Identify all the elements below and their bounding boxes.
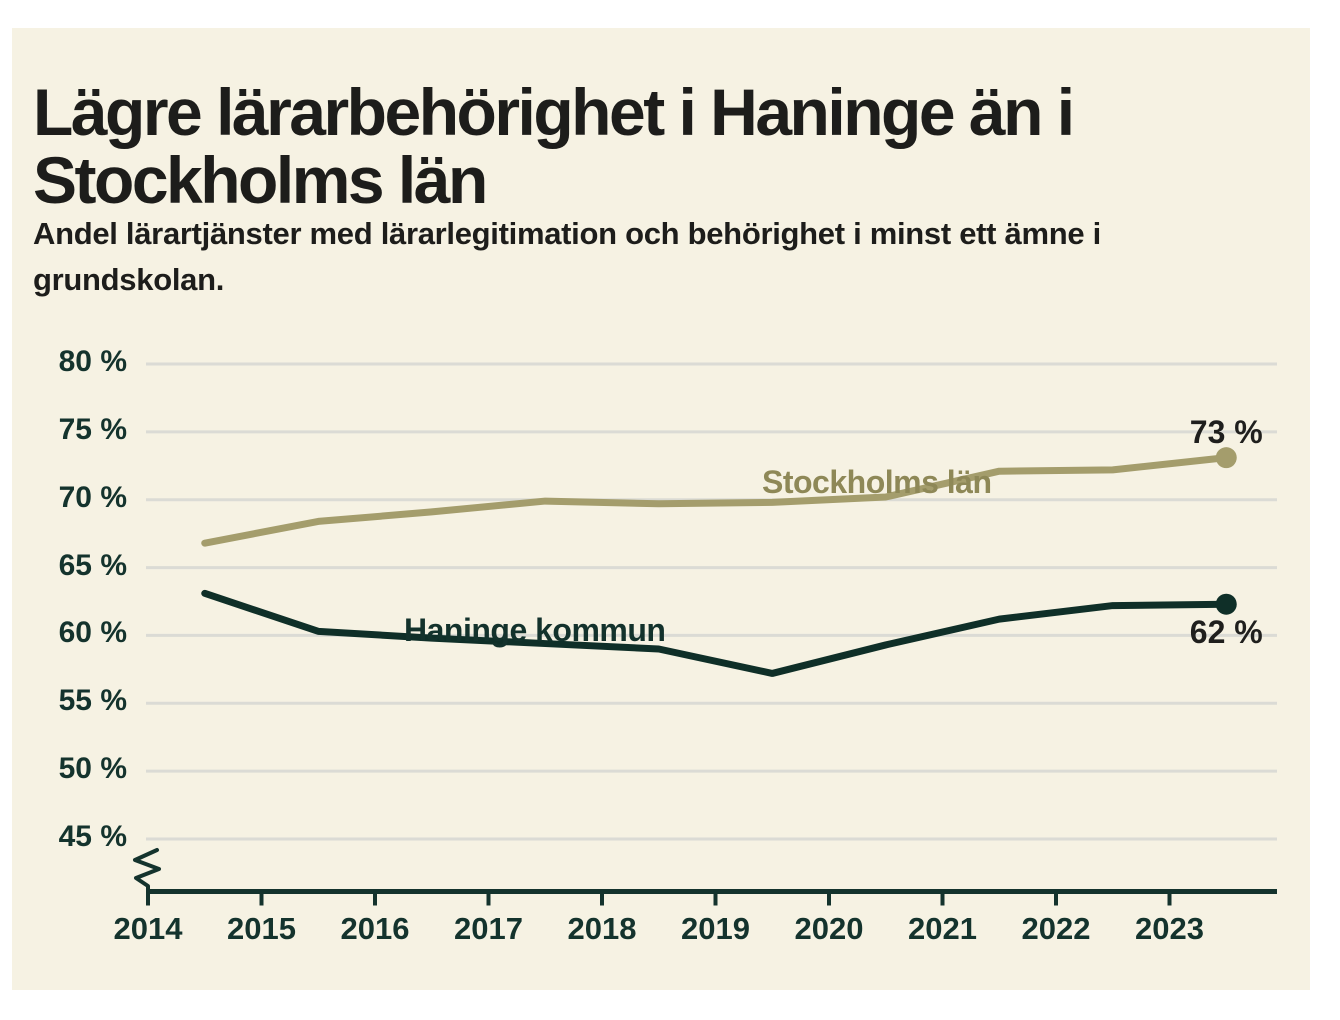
- series-endpoint-haninge-kommun: [1215, 593, 1237, 615]
- chart-panel: [12, 28, 1310, 990]
- page-title: Lägre lärarbehörighet i Haninge än i Sto…: [33, 75, 1075, 218]
- series-line-stockholms-lan: [201, 454, 1230, 547]
- series-endpoint-stockholms-lan: [1215, 447, 1237, 469]
- page-subtitle: Andel lärartjänster med lärarlegitimatio…: [33, 216, 1101, 297]
- y-axis-break-icon: [133, 848, 161, 893]
- series-line-haninge-kommun: [201, 589, 1230, 677]
